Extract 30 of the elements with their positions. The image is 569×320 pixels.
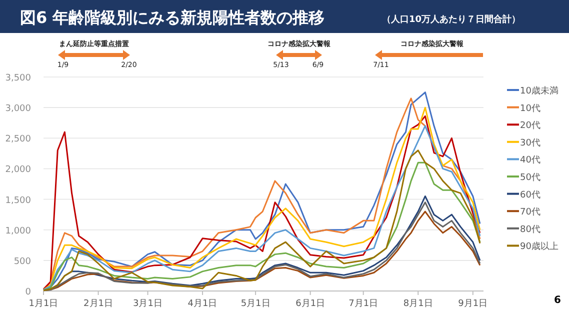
y-tick-label: 500 — [14, 256, 32, 267]
x-tick-label: 1月1日 — [28, 299, 58, 309]
y-tick-label: 0 — [25, 288, 32, 298]
chart-subtitle: （人口10万人あたり７日間合計） — [382, 14, 521, 25]
legend-label: 50代 — [520, 172, 540, 183]
legend-label: 90歳以上 — [520, 241, 558, 252]
x-tick-label: 2月1日 — [84, 299, 114, 309]
y-tick-label: 2,500 — [5, 134, 32, 145]
legend-label: 70代 — [520, 206, 540, 218]
x-tick-label: 8月1日 — [403, 299, 433, 309]
legend-label: 20代 — [520, 120, 540, 132]
x-tick-label: 7月1日 — [348, 299, 378, 309]
y-tick-label: 3,000 — [5, 104, 32, 114]
legend-label: 60代 — [520, 189, 540, 200]
legend-label: 10歳未満 — [520, 86, 558, 96]
x-tick-label: 3月1日 — [133, 299, 162, 309]
legend-label: 10代 — [520, 102, 540, 114]
x-tick-label: 6月1日 — [296, 299, 326, 309]
y-tick-label: 1,500 — [5, 196, 32, 206]
y-tick-label: 1,000 — [5, 226, 32, 236]
x-tick-label: 4月1日 — [188, 299, 218, 309]
x-tick-label: 9月1日 — [458, 299, 488, 309]
y-tick-label: 2,000 — [5, 165, 32, 176]
legend-label: 80代 — [520, 224, 540, 235]
text: 6 — [554, 295, 562, 306]
x-tick-label: 5月1日 — [240, 299, 270, 309]
legend-label: 40代 — [520, 154, 540, 166]
y-tick-label: 3,500 — [5, 74, 32, 84]
legend-label: 30代 — [520, 137, 540, 148]
chart-title: 図6 年齢階級別にみる新規陽性者数の推移 — [20, 8, 325, 27]
